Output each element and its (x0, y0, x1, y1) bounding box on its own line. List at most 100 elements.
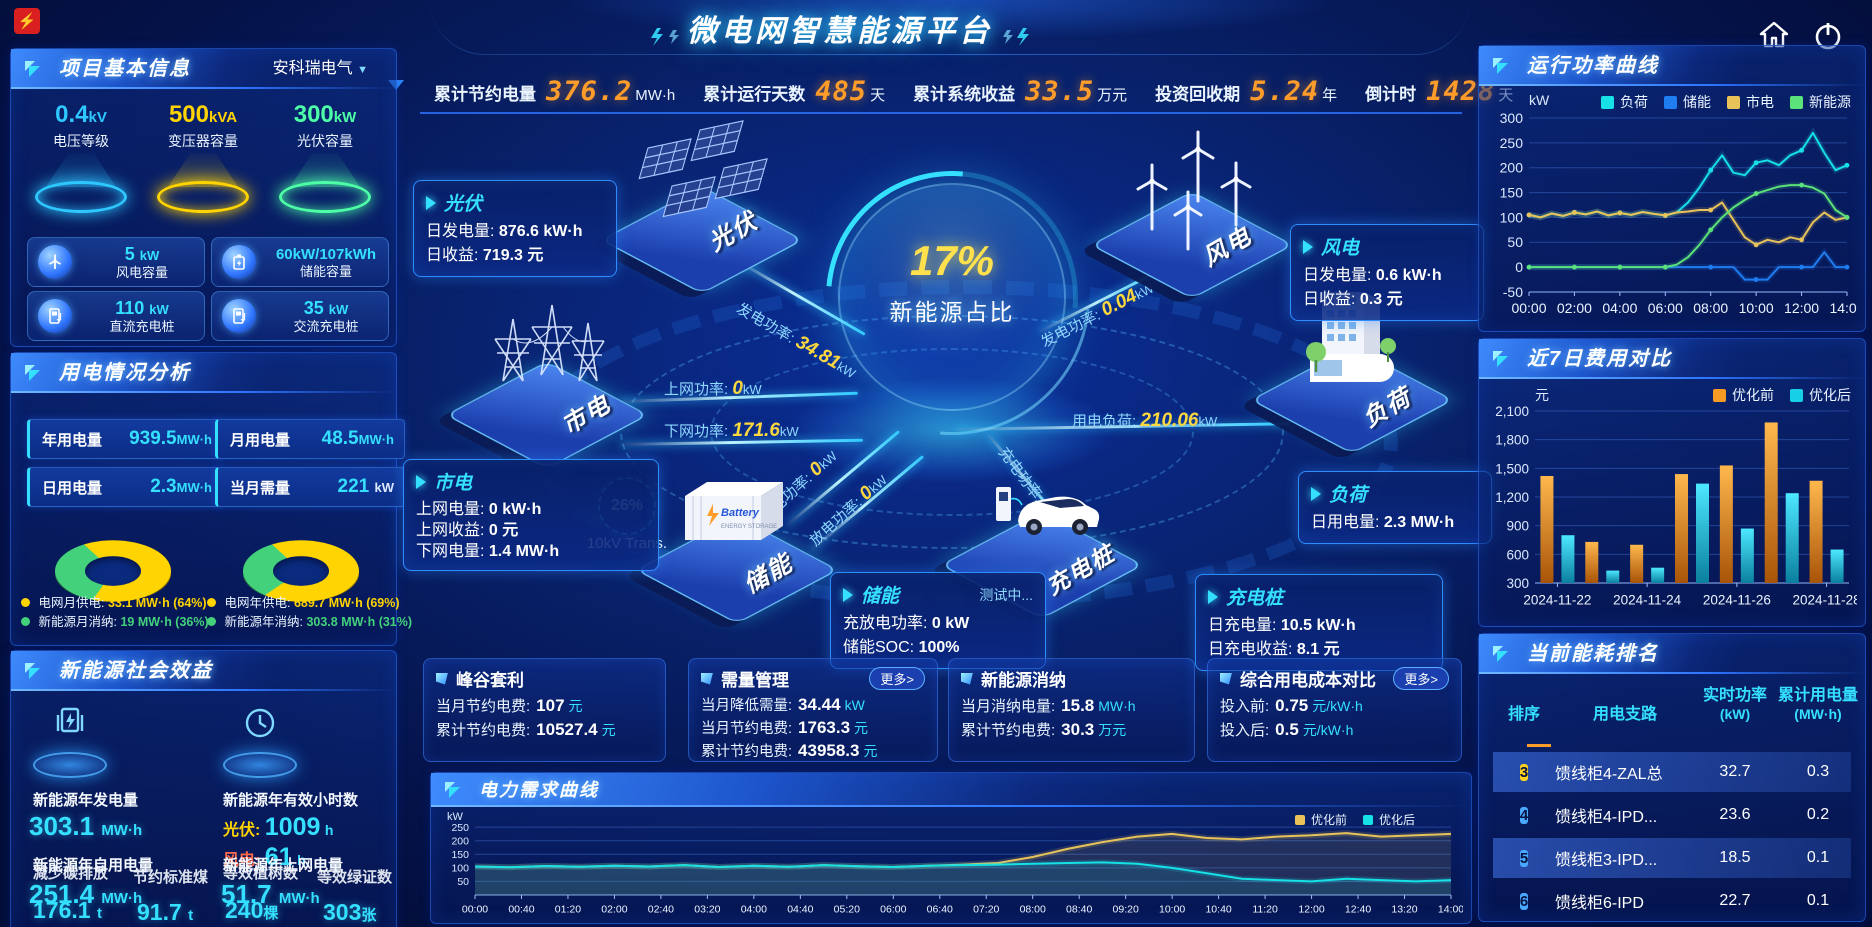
charger-island: 充电桩 (940, 445, 1144, 620)
legend-item[interactable]: 优化前 (1713, 385, 1774, 405)
rank-badge: 5 (1519, 849, 1529, 867)
table-column-header: 排序 (1507, 706, 1540, 723)
legend-swatch-icon (1727, 95, 1740, 109)
demand-curve-panel: 电力需求曲线 kW 优化前 优化后 50 100 150 200 250 00:00 00:4… (430, 772, 1472, 924)
svg-text:00:00: 00:00 (462, 904, 488, 916)
kpi-label: 投资回收期 (1155, 84, 1241, 104)
legend-swatch-icon (1790, 95, 1803, 109)
storage-tooltip: 储能 测试中... 充放电功率: 0 kW 储能SOC: 100% (830, 572, 1046, 669)
y-axis-unit: kW (447, 811, 463, 823)
kpi-stat: 投资回收期 5.24 年 (1141, 76, 1351, 107)
y-axis-unit: kW (1529, 92, 1550, 108)
legend-dot-icon (21, 617, 30, 626)
grid-island: 市电 (445, 295, 649, 470)
kpi-value: 5.24 (1250, 75, 1320, 107)
card-icon (436, 672, 448, 685)
kpi-unit: 天 (870, 86, 886, 104)
panel-corner-icon (25, 663, 40, 679)
renewable-share-value: 17% (909, 237, 995, 284)
table-row[interactable]: 5 馈线柜3-IPD... 18.5 0.1 (1493, 838, 1851, 878)
storage-capacity-card: 60kW/107kWh 储能容量 (211, 237, 389, 287)
panel-corner-icon (1493, 646, 1508, 662)
energy-ranking-panel: 当前能耗排名 排序 用电支路 实时功率 (kW) 累计用电量 (MW·h) 3 馈线柜4-… (1478, 633, 1866, 922)
svg-text:2024-11-26: 2024-11-26 (1703, 593, 1771, 608)
legend-item[interactable]: 优化后 (1790, 385, 1851, 405)
legend-item[interactable]: 新能源 (1790, 92, 1851, 112)
home-icon[interactable] (1758, 20, 1790, 50)
more-button[interactable]: 更多> (1393, 667, 1449, 690)
card-icon (1220, 672, 1232, 685)
rank-badge: 4 (1519, 806, 1529, 824)
svg-text:11:20: 11:20 (1252, 904, 1278, 916)
month-usage-stat: 月用电量 48.5MW·h (215, 419, 405, 459)
dc-charger-icon (38, 299, 72, 333)
year-supply-donut (243, 540, 359, 602)
svg-text:2024-11-28: 2024-11-28 (1793, 593, 1857, 608)
realtime-power: 23.6 (1719, 806, 1751, 823)
gen-label: 新能源年发电量 (33, 792, 139, 809)
svg-text:07:20: 07:20 (973, 904, 999, 916)
svg-text:250: 250 (451, 822, 469, 834)
self-use-label: 新能源年自用电量 (33, 857, 154, 874)
power-pylons-icon (494, 304, 605, 382)
more-button[interactable]: 更多> (869, 667, 925, 690)
donut-legend-item: 电网月供电: 33.1 MW·h (64%) (21, 595, 207, 612)
company-name: 安科瑞电气 (272, 60, 353, 77)
arrow-icon (1303, 239, 1313, 254)
renewable-benefit-panel: 新能源社会效益 新能源年发电量 303.1 MW·h 新能源年有效小时数 光伏:… (10, 650, 397, 927)
card-icon (701, 672, 713, 685)
co2-label: 减少碳排放 (33, 865, 109, 882)
kpi-label: 累计运行天数 (703, 84, 806, 104)
card-icon (961, 672, 973, 685)
svg-text:250: 250 (1500, 135, 1524, 151)
svg-text:06:00: 06:00 (880, 904, 906, 916)
header-band (430, 0, 1470, 55)
svg-text:04:00: 04:00 (741, 904, 767, 916)
ev-car-charger-icon (996, 487, 1100, 535)
y-axis-unit: 元 (1535, 387, 1549, 403)
gen-value: 303.1 MW·h (29, 811, 143, 841)
rank-badge: 6 (1519, 892, 1529, 910)
legend-item[interactable]: 市电 (1727, 92, 1774, 112)
cost-chart-legend: 优化前 优化后 (1713, 385, 1851, 405)
svg-text:600: 600 (1506, 547, 1529, 562)
ranking-table-header: 排序 用电支路 实时功率 (kW) 累计用电量 (MW·h) (1493, 686, 1858, 724)
legend-item[interactable]: 优化前 (1294, 811, 1347, 828)
svg-text:12:40: 12:40 (1345, 904, 1371, 916)
kpi-stat: 累计运行天数 485 天 (689, 76, 899, 107)
to-grid-value: 51.7 MW·h (221, 879, 320, 909)
arrow-icon (1311, 486, 1321, 501)
table-row[interactable]: 6 馈线柜6-IPD 22.7 0.1 (1493, 881, 1851, 912)
svg-text:10:00: 10:00 (1159, 904, 1185, 916)
kpi-label: 累计系统收益 (913, 84, 1016, 104)
svg-text:09:20: 09:20 (1113, 904, 1139, 916)
legend-item[interactable]: 储能 (1664, 92, 1711, 112)
legend-item[interactable]: 负荷 (1601, 92, 1648, 112)
legend-swatch-icon (1790, 388, 1803, 402)
legend-dot-icon (207, 598, 216, 607)
svg-text:00:40: 00:40 (508, 904, 534, 916)
panel-title: 新能源社会效益 (59, 660, 213, 682)
table-row[interactable]: 4 馈线柜4-IPD... 23.6 0.2 (1493, 795, 1851, 835)
renewable-share-globe: 17% 新能源占比 (757, 102, 1147, 492)
charger-tooltip: 充电桩 日充电量: 10.5 kW·h 日充电收益: 8.1 元 (1195, 574, 1443, 671)
svg-text:05:20: 05:20 (834, 904, 860, 916)
company-selector[interactable]: 安科瑞电气 ▼ (273, 49, 368, 89)
table-row[interactable]: 3 馈线柜4-ZAL总 32.7 0.3 (1493, 752, 1851, 792)
pv-tooltip: 光伏 日发电量: 876.6 kW·h 日收益: 719.3 元 (413, 180, 617, 277)
panel-title: 当前能耗排名 (1527, 643, 1659, 665)
total-energy: 0.3 (1806, 763, 1830, 780)
donut-legend-item: 新能源年消纳: 303.8 MW·h (31%) (207, 614, 412, 631)
svg-text:10:40: 10:40 (1205, 904, 1231, 916)
svg-text:ENERGY STORAGE: ENERGY STORAGE (721, 524, 777, 530)
flow-to-grid: 上网功率: 0kW (664, 378, 762, 399)
donut-legend-item: 新能源月消纳: 19 MW·h (36%) (21, 614, 209, 631)
pv-capacity-pedestal: 300kW 光伏容量 (269, 101, 381, 213)
svg-text:200: 200 (451, 835, 469, 847)
self-use-value: 251.4 MW·h (29, 879, 143, 909)
legend-swatch-icon (1664, 95, 1677, 109)
arrow-icon (426, 195, 436, 210)
legend-item[interactable]: 优化后 (1362, 811, 1415, 828)
kpi-label: 倒计时 (1365, 84, 1417, 104)
svg-text:08:40: 08:40 (1066, 904, 1092, 916)
